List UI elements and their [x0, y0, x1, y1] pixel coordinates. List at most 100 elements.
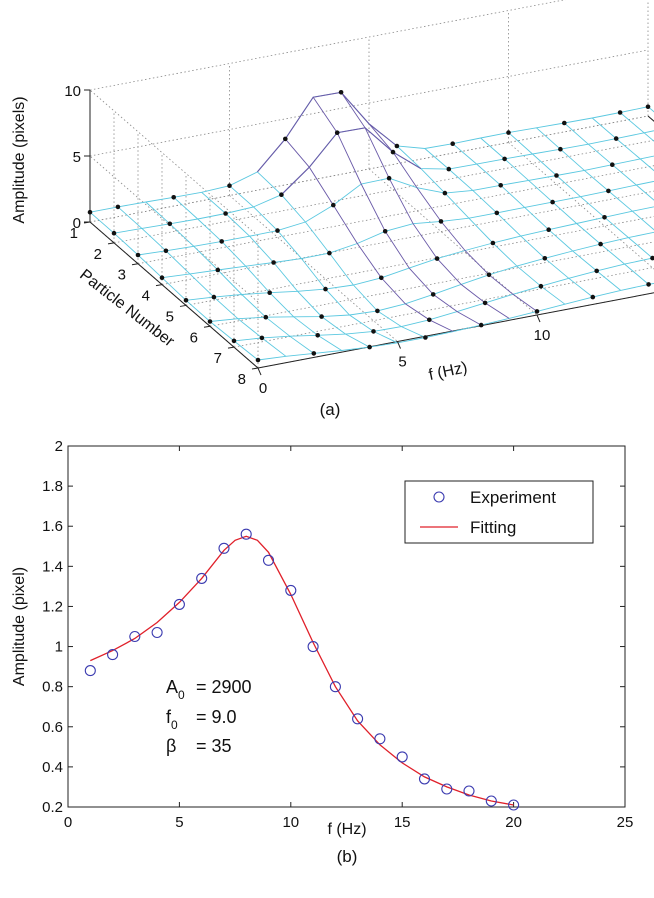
surface-line — [173, 196, 342, 351]
data-point — [442, 190, 448, 196]
surface-line — [89, 211, 259, 361]
data-point — [115, 204, 121, 210]
data-point — [163, 248, 169, 254]
y-tick-label: 5 — [166, 308, 174, 325]
data-point — [263, 314, 269, 320]
y-tick — [155, 284, 163, 287]
data-point — [211, 294, 217, 300]
x-tick — [257, 367, 262, 376]
surface-line — [229, 185, 398, 344]
y-tick-label: 2 — [94, 246, 102, 263]
y-tick-label: 1 — [55, 639, 63, 656]
z-axis-label: Amplitude (pixels) — [11, 96, 28, 223]
x-tick-label: 0 — [259, 380, 267, 397]
data-point-experiment — [374, 733, 386, 745]
data-point — [613, 136, 619, 141]
y-tick-label: 1.2 — [42, 598, 63, 615]
data-point — [271, 260, 276, 265]
annotation-symbol: f — [166, 707, 172, 727]
data-point — [423, 335, 428, 340]
data-point — [207, 319, 213, 324]
data-point — [334, 130, 340, 135]
data-point — [538, 283, 544, 289]
panel-label-a: (a) — [320, 400, 341, 419]
grid-line — [508, 142, 654, 270]
data-point — [171, 195, 176, 200]
grid-3d — [89, 0, 654, 369]
data-point — [259, 335, 265, 341]
data-point — [167, 221, 173, 227]
grid-line — [89, 155, 259, 303]
surface-line — [113, 127, 654, 234]
surface-line — [185, 206, 654, 301]
data-point — [427, 317, 432, 323]
surface-line — [647, 106, 654, 113]
y-tick-label: 7 — [214, 350, 222, 367]
data-point — [371, 329, 376, 334]
x-tick-label: 15 — [394, 814, 411, 831]
grid-line — [229, 195, 398, 342]
data-point — [494, 210, 500, 216]
x-tick-label: 10 — [534, 327, 551, 344]
y-tick — [107, 242, 115, 245]
y-tick — [251, 367, 259, 370]
data-point — [646, 282, 651, 287]
data-point — [223, 211, 228, 216]
grid-line — [257, 292, 654, 369]
data-point — [550, 199, 555, 205]
grid-line — [89, 115, 649, 223]
surface-peak-line — [256, 91, 398, 173]
series-line-fitting — [90, 535, 514, 806]
surface-line — [284, 138, 454, 332]
data-point — [434, 256, 440, 261]
data-point — [554, 173, 559, 178]
data-point — [534, 309, 540, 314]
data-point — [111, 230, 117, 236]
data-point — [183, 298, 189, 303]
data-point — [390, 149, 396, 155]
data-point-experiment — [352, 713, 364, 725]
annotation-value: = 9.0 — [191, 707, 237, 727]
annotation-subscript: 0 — [171, 718, 178, 732]
grid-line — [89, 49, 649, 157]
data-point — [506, 130, 511, 135]
y-tick-label: 1.4 — [42, 558, 63, 575]
data-point — [498, 183, 504, 188]
data-point — [87, 209, 93, 215]
surface-line — [424, 148, 594, 298]
y-tick — [131, 263, 139, 266]
panel-label-b: (b) — [337, 847, 358, 866]
y-tick-label: 1 — [70, 225, 78, 242]
y-tick-label: 0.8 — [42, 679, 63, 696]
data-point — [650, 255, 654, 261]
annotation-value: = 2900 — [191, 677, 252, 697]
panel-a-surface-plot: 05101234567805101520Amplitude (pixels)Pa… — [11, 0, 654, 419]
y-tick — [203, 325, 211, 328]
grid-line — [185, 216, 654, 306]
data-point-experiment — [329, 681, 341, 693]
data-point — [598, 241, 603, 247]
data-point-experiment — [285, 584, 297, 596]
grid-line — [113, 139, 654, 244]
surface-line — [480, 137, 649, 285]
y-axis-line — [89, 221, 259, 369]
data-point — [279, 192, 284, 197]
z-tick-label: 10 — [64, 83, 81, 100]
z-tick-label: 0 — [73, 215, 81, 232]
data-point — [231, 338, 237, 344]
annotation-symbol: β — [166, 736, 176, 756]
data-point — [379, 275, 384, 281]
data-point — [159, 275, 165, 281]
data-point — [482, 300, 488, 306]
z-tick-label: 5 — [73, 149, 81, 166]
surface-line — [591, 117, 654, 172]
data-point — [394, 143, 400, 149]
data-point-experiment — [84, 665, 96, 677]
data-point — [645, 104, 651, 109]
x-axis-label: f (Hz) — [327, 821, 366, 838]
legend: Experiment Fitting — [404, 480, 594, 544]
x-axis-line — [257, 292, 654, 369]
y-tick-label: 1.6 — [42, 518, 63, 535]
y-tick — [179, 304, 187, 307]
